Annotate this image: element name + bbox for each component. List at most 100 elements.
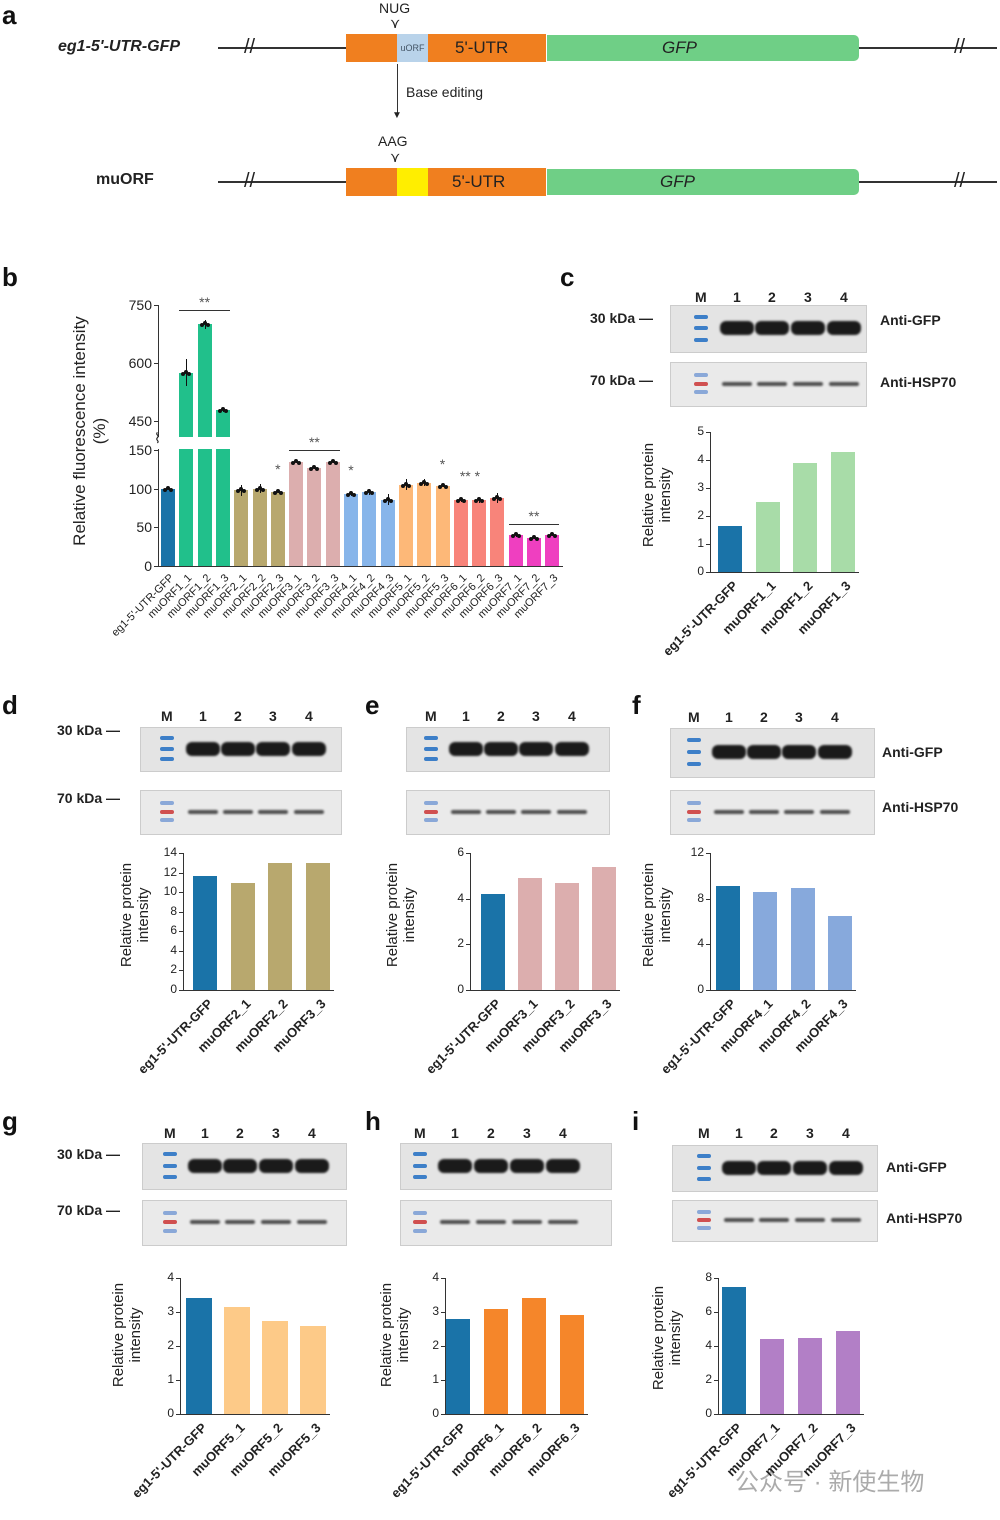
y-axis-label: Relative protein intensity — [650, 1285, 684, 1391]
bar-muorf6-3 — [560, 1315, 584, 1414]
y-tick-label: 8 — [697, 890, 704, 905]
data-point — [406, 483, 411, 488]
ladder-band — [694, 390, 708, 395]
data-point — [169, 487, 173, 492]
hsp70-band — [829, 381, 859, 386]
hsp70-band — [451, 809, 481, 814]
y-tick-label: 0 — [697, 982, 704, 996]
data-point — [480, 499, 485, 504]
bar-muorf1-3 — [215, 410, 230, 566]
kda-30-label: 30 kDa — — [57, 1146, 121, 1162]
blot-lane-label: 3 — [269, 708, 277, 724]
data-point — [547, 534, 552, 539]
data-point — [553, 534, 558, 539]
bar-muorf2-1 — [234, 490, 249, 566]
kda-70-label: 70 kDa — — [590, 372, 654, 388]
y-tick-label: 0 — [697, 564, 704, 578]
gfp-band — [474, 1158, 508, 1173]
break-mark: // — [244, 170, 256, 192]
panel-letter-h: h — [365, 1106, 381, 1136]
y-tick — [441, 1414, 445, 1415]
y-tick — [179, 892, 183, 894]
y-tick — [466, 944, 470, 946]
axis-break-gap — [152, 437, 564, 449]
gfp-band — [438, 1158, 472, 1173]
ladder-band — [163, 1163, 177, 1168]
anti-hsp70-blot — [400, 1200, 612, 1246]
data-point — [291, 460, 296, 465]
axis-break-mark: ⌇ — [154, 430, 161, 446]
ladder-band — [687, 809, 701, 814]
bar-muorf3-3 — [592, 866, 616, 990]
data-point — [309, 466, 314, 471]
blot-lane-label: 4 — [308, 1125, 316, 1141]
data-point — [275, 488, 280, 493]
y-tick — [706, 432, 710, 433]
gfp-band — [827, 321, 861, 335]
bar-muorf6-2 — [522, 1298, 546, 1414]
ladder-band — [687, 750, 701, 754]
y-tick — [179, 853, 183, 854]
gfp-band — [818, 745, 852, 759]
y-tick — [706, 990, 710, 991]
blot-marker-label: M — [425, 708, 437, 724]
y-axis — [710, 853, 711, 990]
gfp-segment — [547, 35, 859, 61]
ladder-band — [694, 337, 708, 342]
blot-lane-label: 4 — [559, 1125, 567, 1141]
blot-lane-label: 2 — [234, 708, 242, 724]
data-point — [166, 485, 170, 490]
data-point — [294, 458, 299, 463]
bar-muorf4-1 — [344, 494, 358, 566]
x-axis — [470, 990, 620, 991]
y-tick — [706, 944, 710, 946]
y-tick — [466, 990, 470, 991]
data-point — [425, 481, 430, 486]
y-tick-label: 150 — [128, 442, 152, 459]
y-tick-label: 2 — [697, 508, 704, 522]
data-point — [474, 499, 479, 504]
bar-muorf1-1 — [179, 372, 194, 566]
bar-muorf3-1 — [518, 878, 542, 990]
blot-lane-label: 2 — [768, 289, 776, 305]
ladder-band — [694, 372, 708, 377]
ladder-band — [413, 1220, 427, 1224]
data-point — [315, 466, 320, 471]
hsp70-band — [297, 1220, 327, 1224]
ladder-band — [163, 1211, 177, 1216]
bar-muorf5-3 — [300, 1325, 326, 1414]
bar-muorf2-3 — [270, 491, 285, 566]
bar-eg1-5-utr-gfp — [718, 525, 742, 572]
y-tick-label: 4 — [167, 1270, 174, 1284]
y-tick — [441, 1278, 445, 1279]
bar-muorf4-2 — [362, 491, 377, 566]
y-tick — [154, 362, 158, 364]
gfp-band — [757, 1160, 791, 1175]
y-tick — [706, 572, 710, 573]
blot-lane-label: 4 — [842, 1125, 850, 1141]
data-point — [184, 369, 189, 374]
data-point — [330, 458, 335, 463]
utr-label: 5'-UTR — [452, 172, 506, 191]
bar-eg1-5-utr-gfp — [481, 894, 505, 990]
bar-muorf6-2 — [472, 500, 487, 566]
y-tick — [179, 970, 183, 972]
data-point — [513, 532, 518, 537]
gfp-band — [449, 741, 483, 756]
kda-70-label: 70 kDa — — [57, 790, 121, 806]
panel-letter-f: f — [632, 690, 641, 720]
blot-lane-label: 1 — [735, 1125, 743, 1141]
gfp-segment — [547, 169, 859, 195]
y-tick-label: 2 — [457, 936, 464, 951]
uorf-segment: uORF — [397, 34, 428, 62]
bar-muorf7-1 — [508, 535, 523, 566]
gfp-band — [755, 321, 789, 335]
dna-line — [859, 47, 997, 49]
ladder-band — [424, 757, 438, 762]
y-tick — [154, 566, 158, 567]
anti-gfp-label: Anti-GFP — [880, 312, 941, 328]
gfp-band — [712, 745, 746, 759]
hsp70-band — [225, 1220, 255, 1224]
data-point — [272, 490, 277, 495]
